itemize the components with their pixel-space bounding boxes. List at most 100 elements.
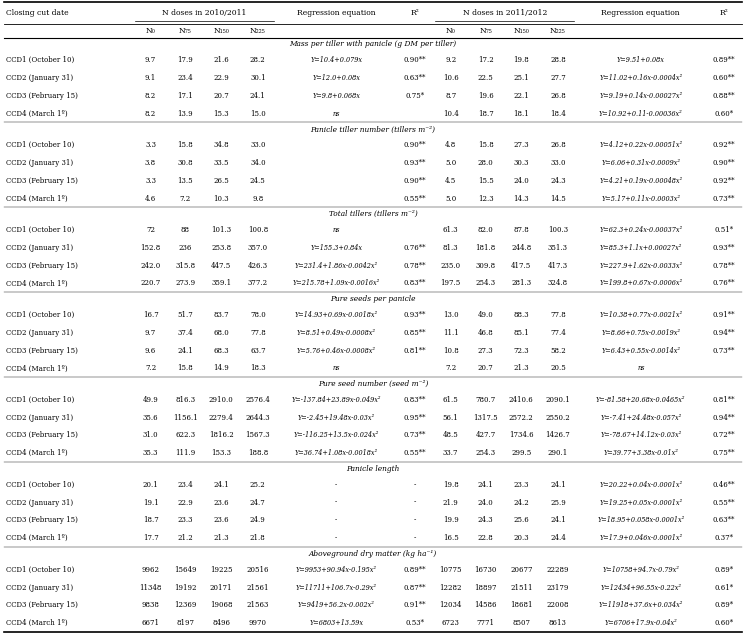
Text: 24.1: 24.1 bbox=[178, 347, 193, 354]
Text: 5.0: 5.0 bbox=[445, 195, 457, 202]
Text: 10775: 10775 bbox=[439, 566, 462, 574]
Text: 0.94**: 0.94** bbox=[712, 329, 735, 337]
Text: Y=10.38+0.77x-0.0021x²: Y=10.38+0.77x-0.0021x² bbox=[599, 311, 683, 319]
Text: 0.63**: 0.63** bbox=[712, 517, 735, 524]
Text: 21.2: 21.2 bbox=[178, 534, 193, 542]
Text: 0.72**: 0.72** bbox=[712, 432, 735, 439]
Text: 622.3: 622.3 bbox=[175, 432, 195, 439]
Text: 100.3: 100.3 bbox=[548, 226, 568, 234]
Text: 61.5: 61.5 bbox=[443, 396, 459, 404]
Text: CCD3 (February 15): CCD3 (February 15) bbox=[6, 432, 78, 439]
Text: 16.7: 16.7 bbox=[142, 311, 158, 319]
Text: 20.7: 20.7 bbox=[213, 92, 229, 100]
Text: 426.3: 426.3 bbox=[248, 262, 268, 269]
Text: 34.8: 34.8 bbox=[213, 141, 229, 149]
Text: N doses in 2010/2011: N doses in 2010/2011 bbox=[163, 9, 247, 17]
Text: 101.3: 101.3 bbox=[211, 226, 231, 234]
Text: 20516: 20516 bbox=[247, 566, 269, 574]
Text: 10.6: 10.6 bbox=[443, 74, 459, 82]
Text: 78.0: 78.0 bbox=[250, 311, 266, 319]
Text: 2572.2: 2572.2 bbox=[509, 414, 533, 422]
Text: Y=-78.67+14.12x-0.03x²: Y=-78.67+14.12x-0.03x² bbox=[601, 432, 681, 439]
Text: CCD3 (February 15): CCD3 (February 15) bbox=[6, 517, 78, 524]
Text: Y=231.4+1.86x-0.0042x²: Y=231.4+1.86x-0.0042x² bbox=[295, 262, 378, 269]
Text: 33.5: 33.5 bbox=[213, 159, 229, 167]
Text: 21563: 21563 bbox=[247, 601, 269, 609]
Text: -: - bbox=[335, 499, 337, 507]
Text: 8496: 8496 bbox=[212, 619, 231, 627]
Text: 83.7: 83.7 bbox=[213, 311, 229, 319]
Text: 253.8: 253.8 bbox=[211, 244, 231, 252]
Text: Aboveground dry matter (kg ha⁻¹): Aboveground dry matter (kg ha⁻¹) bbox=[309, 550, 437, 558]
Text: Y=215.78+1.09x-0.0016x²: Y=215.78+1.09x-0.0016x² bbox=[292, 280, 380, 287]
Text: Pure seeds per panicle: Pure seeds per panicle bbox=[330, 295, 416, 303]
Text: 23.6: 23.6 bbox=[213, 499, 229, 507]
Text: 15.0: 15.0 bbox=[250, 110, 266, 117]
Text: 24.1: 24.1 bbox=[550, 481, 565, 489]
Text: 61.3: 61.3 bbox=[443, 226, 459, 234]
Text: 10.4: 10.4 bbox=[443, 110, 459, 117]
Text: Y=9419+56.2x-0.002x²: Y=9419+56.2x-0.002x² bbox=[298, 601, 374, 609]
Text: 23.4: 23.4 bbox=[178, 481, 193, 489]
Text: CCD1 (October 10): CCD1 (October 10) bbox=[6, 141, 75, 149]
Text: Y=8.66+0.75x-0.0019x²: Y=8.66+0.75x-0.0019x² bbox=[601, 329, 680, 337]
Text: 1156.1: 1156.1 bbox=[173, 414, 198, 422]
Text: -: - bbox=[335, 534, 337, 542]
Text: 0.92**: 0.92** bbox=[712, 141, 735, 149]
Text: Regression equation: Regression equation bbox=[297, 9, 376, 17]
Text: 181.8: 181.8 bbox=[475, 244, 495, 252]
Text: 19192: 19192 bbox=[175, 583, 197, 592]
Text: 48.5: 48.5 bbox=[443, 432, 459, 439]
Text: 30.3: 30.3 bbox=[513, 159, 529, 167]
Text: 15.8: 15.8 bbox=[178, 141, 193, 149]
Text: 236: 236 bbox=[179, 244, 192, 252]
Text: 34.0: 34.0 bbox=[250, 159, 266, 167]
Text: Y=9953+90.94x-0.195x²: Y=9953+90.94x-0.195x² bbox=[296, 566, 377, 574]
Text: 10.8: 10.8 bbox=[443, 347, 459, 354]
Text: 21.3: 21.3 bbox=[513, 365, 529, 372]
Text: 3.3: 3.3 bbox=[145, 177, 156, 184]
Text: 18897: 18897 bbox=[474, 583, 497, 592]
Text: 22.9: 22.9 bbox=[213, 74, 229, 82]
Text: CCD2 (January 31): CCD2 (January 31) bbox=[6, 329, 73, 337]
Text: 21.3: 21.3 bbox=[213, 534, 229, 542]
Text: Y=6.06+0.31x-0.0009x²: Y=6.06+0.31x-0.0009x² bbox=[601, 159, 680, 167]
Text: Y=11711+106.7x-0.29x²: Y=11711+106.7x-0.29x² bbox=[296, 583, 377, 592]
Text: 19.8: 19.8 bbox=[443, 481, 459, 489]
Text: Panicle tiller number (tillers m⁻²): Panicle tiller number (tillers m⁻²) bbox=[310, 126, 436, 133]
Text: 0.81**: 0.81** bbox=[712, 396, 735, 404]
Text: 0.76**: 0.76** bbox=[404, 244, 426, 252]
Text: 22.5: 22.5 bbox=[477, 74, 493, 82]
Text: 290.1: 290.1 bbox=[548, 450, 568, 457]
Text: 24.1: 24.1 bbox=[550, 517, 565, 524]
Text: 7.2: 7.2 bbox=[445, 365, 457, 372]
Text: 0.94**: 0.94** bbox=[712, 414, 735, 422]
Text: 24.2: 24.2 bbox=[513, 499, 529, 507]
Text: 6723: 6723 bbox=[442, 619, 460, 627]
Text: 33.7: 33.7 bbox=[443, 450, 458, 457]
Text: 9970: 9970 bbox=[249, 619, 267, 627]
Text: 23.6: 23.6 bbox=[213, 517, 229, 524]
Text: Y=12.0+0.08x: Y=12.0+0.08x bbox=[313, 74, 360, 82]
Text: 23179: 23179 bbox=[547, 583, 569, 592]
Text: Y=12434+96.55x-0.22x²: Y=12434+96.55x-0.22x² bbox=[601, 583, 681, 592]
Text: 24.9: 24.9 bbox=[250, 517, 266, 524]
Text: 0.78**: 0.78** bbox=[404, 262, 426, 269]
Text: Y=5.76+0.46x-0.0008x²: Y=5.76+0.46x-0.0008x² bbox=[297, 347, 376, 354]
Text: 100.8: 100.8 bbox=[248, 226, 268, 234]
Text: 0.37*: 0.37* bbox=[714, 534, 733, 542]
Text: 111.9: 111.9 bbox=[175, 450, 195, 457]
Text: 14.9: 14.9 bbox=[213, 365, 229, 372]
Text: 22.9: 22.9 bbox=[178, 499, 193, 507]
Text: 0.73**: 0.73** bbox=[404, 432, 426, 439]
Text: 51.7: 51.7 bbox=[178, 311, 193, 319]
Text: 6671: 6671 bbox=[142, 619, 160, 627]
Text: 7.2: 7.2 bbox=[145, 365, 156, 372]
Text: 20.1: 20.1 bbox=[142, 481, 158, 489]
Text: 14.3: 14.3 bbox=[513, 195, 529, 202]
Text: 18.3: 18.3 bbox=[250, 365, 266, 372]
Text: 20.5: 20.5 bbox=[550, 365, 565, 372]
Text: 28.0: 28.0 bbox=[477, 159, 493, 167]
Text: -: - bbox=[335, 517, 337, 524]
Text: N₁₅₀: N₁₅₀ bbox=[213, 27, 229, 35]
